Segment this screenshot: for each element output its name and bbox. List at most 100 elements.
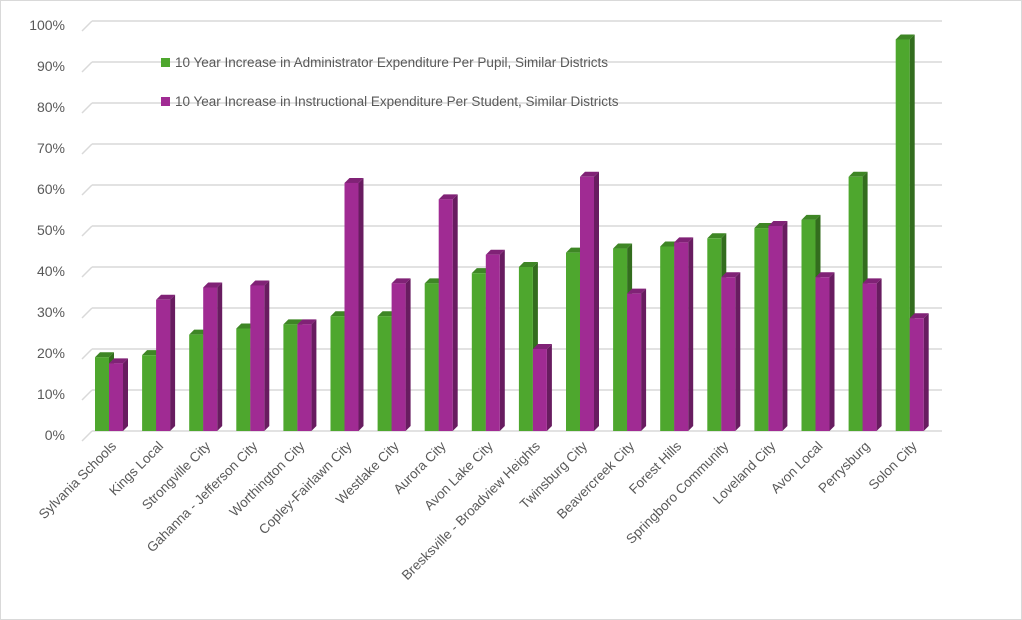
bar-top <box>203 282 223 288</box>
bar-front <box>344 182 359 431</box>
y-tick-label: 40% <box>37 263 65 279</box>
bar-side <box>358 177 364 431</box>
y-tick-label: 10% <box>37 386 65 402</box>
bar-instructional <box>580 171 599 432</box>
bar-instructional <box>815 272 835 431</box>
legend-label-admin: 10 Year Increase in Administrator Expend… <box>175 55 608 70</box>
bar-instructional <box>297 319 317 431</box>
bar-top <box>250 280 270 286</box>
bar-front <box>391 283 406 431</box>
bar-front <box>377 316 392 431</box>
bar-top <box>95 352 114 358</box>
bar-instructional <box>250 280 270 431</box>
bar-side <box>217 282 223 431</box>
bar-front <box>438 199 453 431</box>
gridline-depth <box>81 389 93 401</box>
y-tick-label: 50% <box>37 222 65 238</box>
bar-front <box>580 176 594 431</box>
x-category-label: Solon City <box>866 438 920 492</box>
bar-side <box>923 313 929 431</box>
legend-swatch-admin <box>161 58 170 67</box>
x-category-label: Copley-Fairlawn City <box>256 438 355 537</box>
bar-instructional <box>721 272 741 431</box>
bar-front <box>566 252 580 431</box>
bar-instructional <box>438 194 458 431</box>
bar-side <box>452 194 458 431</box>
gridline-depth <box>81 266 93 278</box>
bar-instructional <box>391 278 411 431</box>
bar-front <box>471 273 486 431</box>
bar-instructional <box>532 344 552 431</box>
bar-front <box>613 248 628 431</box>
legend-swatch-instructional <box>161 97 170 106</box>
bar-top <box>438 194 458 200</box>
y-tick-label: 70% <box>37 140 65 156</box>
bar-instructional <box>627 288 647 431</box>
bar-side <box>499 249 505 431</box>
bar-instructional <box>862 278 882 431</box>
bar-top <box>485 249 505 255</box>
bar-front <box>768 226 783 431</box>
bar-front <box>532 349 547 431</box>
bar-side <box>546 344 552 431</box>
bar-front <box>660 246 675 431</box>
bar-front <box>721 277 736 431</box>
bar-instructional <box>156 294 176 431</box>
y-tick-label: 100% <box>29 17 65 33</box>
bar-top <box>815 272 835 278</box>
bar-instructional <box>485 249 505 431</box>
bar-front <box>203 287 218 431</box>
bar-side <box>170 294 176 431</box>
bar-side <box>782 221 788 431</box>
bar-top <box>848 171 868 177</box>
bar-instructional <box>344 177 364 431</box>
bar-front <box>424 283 439 431</box>
bar-top <box>801 214 821 220</box>
bar-top <box>532 344 552 349</box>
bar-top <box>613 243 633 249</box>
bar-top <box>518 262 538 267</box>
bar-top <box>627 288 647 294</box>
gridline-depth <box>81 102 93 114</box>
bar-front <box>674 242 689 431</box>
bar-front <box>909 318 924 431</box>
gridline-depth <box>81 61 93 73</box>
bar-front <box>518 267 533 431</box>
bar-side <box>594 171 599 432</box>
bar-top <box>721 272 741 278</box>
y-tick-label: 90% <box>37 58 65 74</box>
bar-side <box>829 272 835 431</box>
bar-front <box>330 316 345 431</box>
bar-top <box>283 319 303 325</box>
x-category-label: Perrysburg <box>815 439 872 496</box>
bar-top <box>768 221 788 226</box>
bar-top <box>707 233 727 239</box>
bar-instructional <box>109 358 128 431</box>
bar-front <box>236 328 251 431</box>
bar-top <box>297 319 317 325</box>
y-tick-label: 30% <box>37 304 65 320</box>
bar-instructional <box>674 237 694 431</box>
gridline-depth <box>81 225 93 237</box>
bar-top <box>674 237 694 243</box>
bar-front <box>707 238 722 431</box>
y-tick-label: 20% <box>37 345 65 361</box>
legend: 10 Year Increase in Administrator Expend… <box>161 55 619 109</box>
bar-front <box>754 228 769 431</box>
bar-front <box>485 254 500 431</box>
bar-top <box>895 34 915 40</box>
gridline-depth <box>81 430 93 442</box>
bar-side <box>641 288 647 431</box>
bar-side <box>123 358 128 431</box>
bar-side <box>688 237 694 431</box>
bar-side <box>264 280 270 431</box>
bar-front <box>95 357 109 431</box>
bar-top <box>391 278 411 284</box>
bar-top <box>580 171 599 177</box>
bar-front <box>862 283 877 431</box>
y-axis-ticks: 0% 10% 20% 30% 40% 50% 60% 70% 80% 90% 100% <box>29 17 65 443</box>
bar-top <box>109 358 128 364</box>
bar-front <box>109 363 123 431</box>
